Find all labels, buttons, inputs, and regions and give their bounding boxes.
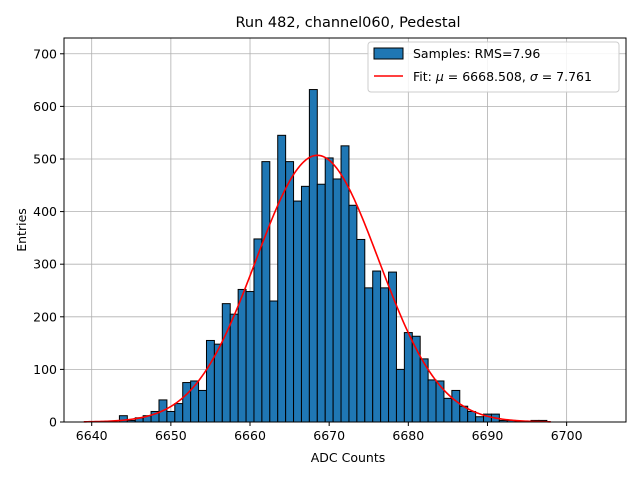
histogram-bar	[364, 287, 374, 423]
y-tick-label: 0	[49, 415, 57, 430]
x-tick-label: 6660	[234, 428, 266, 443]
fit-curve	[83, 154, 551, 423]
histogram-bar	[395, 368, 405, 423]
x-axis: 6640 6650 6660 6670 6680 6690 6700	[76, 422, 583, 443]
y-tick-label: 500	[33, 151, 57, 166]
histogram-bar	[277, 134, 287, 423]
histogram-bar	[316, 183, 326, 423]
legend-fit-sigma-value: = 7.761	[538, 69, 592, 84]
histogram-bar	[182, 382, 192, 423]
y-tick-label: 100	[33, 362, 57, 377]
legend-box	[367, 41, 620, 93]
chart-title: Run 482, channel060, Pedestal	[235, 15, 460, 31]
histogram-bar	[372, 270, 382, 423]
x-tick-label: 6680	[392, 428, 424, 443]
x-tick-label: 6700	[551, 428, 583, 443]
histogram-bar	[403, 332, 413, 423]
histogram-bar	[380, 287, 390, 423]
histogram-bar	[229, 313, 239, 423]
y-tick-label: 400	[33, 204, 57, 219]
histogram-bar	[221, 303, 231, 423]
histogram-bar	[332, 178, 342, 423]
x-tick-label: 6670	[313, 428, 345, 443]
legend: Samples: RMS=7.96 Fit: μ = 6668.508, σ =…	[367, 41, 620, 93]
legend-fit-mu-symbol: μ	[435, 69, 444, 84]
plot-frame	[63, 37, 627, 423]
legend-histogram-swatch	[373, 47, 404, 60]
legend-fit-sigma-symbol: σ	[530, 69, 539, 84]
histogram-bar	[205, 339, 215, 423]
y-tick-label: 300	[33, 257, 57, 272]
x-axis-label: ADC Counts	[311, 450, 386, 465]
histogram-bar	[261, 161, 271, 423]
x-tick-label: 6650	[155, 428, 187, 443]
x-tick-label: 6640	[76, 428, 108, 443]
histogram-bar	[308, 89, 318, 423]
y-axis: 0 100 200 300 400 500 600 700	[33, 46, 64, 430]
histogram-bar	[174, 403, 184, 423]
legend-fit-mu-value: = 6668.508,	[444, 69, 530, 84]
legend-histogram-label: Samples: RMS=7.96	[413, 46, 540, 61]
histogram-bar	[166, 410, 176, 423]
histogram-bar	[435, 380, 445, 423]
histogram-bar	[348, 204, 358, 423]
histogram-bar	[237, 288, 247, 423]
y-tick-label: 700	[33, 46, 57, 61]
histogram-bar	[190, 380, 200, 423]
histogram-bar	[467, 410, 477, 423]
histogram-bar	[300, 185, 310, 423]
histogram-bar	[293, 200, 302, 423]
y-tick-label: 600	[33, 99, 57, 114]
histogram-bar	[198, 389, 207, 423]
x-tick-label: 6690	[472, 428, 504, 443]
histogram-bar	[475, 416, 485, 423]
histogram-bar	[356, 238, 366, 423]
histogram-bar	[245, 291, 255, 423]
histogram-bar	[253, 238, 263, 423]
histogram-bar	[269, 300, 279, 423]
histogram-bar	[427, 379, 437, 423]
histogram-bar	[443, 397, 453, 423]
y-axis-label: Entries	[14, 208, 29, 252]
histogram-bar	[324, 157, 334, 423]
histogram-bar	[451, 389, 461, 423]
histogram-bar	[285, 161, 295, 423]
legend-fit-label: Fit: μ = 6668.508, σ = 7.761	[413, 69, 592, 84]
histogram-bars	[118, 89, 548, 423]
legend-fit-prefix: Fit:	[413, 69, 436, 84]
y-tick-label: 200	[33, 309, 57, 324]
